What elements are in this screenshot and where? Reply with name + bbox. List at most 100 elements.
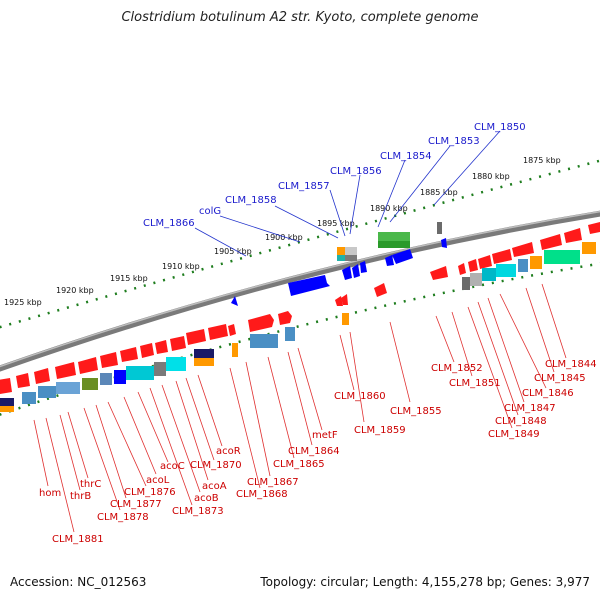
gene-block (56, 382, 80, 394)
gene-block (345, 247, 357, 255)
gene-arrow (140, 343, 154, 358)
gene-label: CLM_1867 (247, 477, 299, 488)
leader-line (339, 334, 355, 391)
gene-arrow (512, 242, 534, 257)
gene-block (378, 241, 410, 248)
gene-arrow (335, 296, 343, 306)
gene-arrow (441, 238, 447, 248)
gene-block (194, 358, 214, 366)
gene-label: acoR (216, 446, 241, 457)
bottom-label-leaders (33, 283, 567, 533)
kbp-label: 1900 kbp (265, 233, 303, 242)
backbone-group (0, 210, 600, 372)
leader-line (477, 301, 519, 416)
inner-tick-track (0, 262, 600, 416)
gene-label: CLM_1846 (522, 388, 574, 399)
gene-block (194, 349, 214, 358)
gene-arrow (248, 314, 274, 332)
gene-arrow (186, 329, 206, 345)
gene-arrow (120, 347, 138, 362)
gene-arrow (228, 324, 236, 336)
gene-block (38, 386, 56, 398)
gene-label: CLM_1859 (354, 425, 406, 436)
gene-arrow (0, 378, 12, 394)
gene-arrow (278, 311, 292, 325)
kbp-label: 1885 kbp (420, 188, 458, 197)
leader-line (389, 321, 411, 403)
gene-arrow (16, 373, 30, 388)
gene-block (518, 259, 528, 272)
leader-line (487, 297, 525, 403)
gene-arrow (478, 255, 492, 269)
gene-arrow (155, 340, 168, 354)
kbp-label: 1905 kbp (214, 247, 252, 256)
kbp-label: 1890 kbp (370, 204, 408, 213)
kbp-label: 1925 kbp (4, 298, 42, 307)
gene-label: colG (199, 206, 221, 217)
gene-arrow (55, 362, 76, 379)
leader-line (185, 377, 215, 461)
gene-arrow (588, 222, 600, 234)
gene-block (154, 362, 166, 376)
top-labels: CLM_1866 colG CLM_1858 CLM_1857 CLM_1856… (143, 122, 526, 229)
gene-arrow (341, 294, 348, 305)
gene-label: CLM_1848 (495, 416, 547, 427)
gene-label: acoB (194, 493, 219, 504)
gene-arrow (208, 324, 228, 340)
leader-line (123, 396, 157, 475)
leader-line (229, 367, 261, 489)
gene-arrow (34, 368, 50, 384)
leader-line (467, 306, 513, 429)
leader-line (95, 404, 127, 499)
leader-line (297, 347, 323, 431)
gene-block (544, 250, 580, 264)
gene-label: CLM_1851 (449, 378, 501, 389)
gene-label: CLM_1852 (431, 363, 483, 374)
leader-line (349, 331, 365, 423)
gene-block (285, 327, 295, 341)
gene-arrow (492, 249, 512, 264)
gene-label: acoC (160, 461, 185, 472)
gene-arrow (392, 249, 413, 264)
gene-arrow (430, 266, 448, 280)
gene-label: CLM_1847 (504, 403, 556, 414)
gene-arrow (385, 255, 394, 266)
leader-line (83, 407, 121, 511)
gene-label: CLM_1844 (545, 359, 597, 370)
leader-line (525, 287, 555, 373)
leader-line (433, 130, 501, 206)
leader-line (451, 311, 473, 377)
gene-label: acoA (202, 481, 227, 492)
gene-block (437, 222, 442, 234)
genome-backbone-highlight (0, 210, 600, 368)
gene-label: acoL (146, 475, 170, 486)
leader-line (107, 401, 147, 487)
gene-arrow (231, 296, 238, 306)
leader-line (245, 361, 271, 477)
kbp-label: 1875 kbp (523, 156, 561, 165)
gene-arrow (288, 275, 330, 296)
gene-label: CLM_1876 (124, 487, 176, 498)
outer-tick-track (0, 159, 600, 329)
leader-line (45, 417, 75, 533)
gene-label: CLM_1865 (273, 459, 325, 470)
gene-block (482, 268, 496, 281)
leader-line (499, 293, 547, 389)
gene-arrow (100, 352, 118, 368)
gene-arrow (564, 228, 582, 243)
outer-genes (231, 222, 447, 306)
accession-text: Accession: NC_012563 (10, 575, 147, 589)
leader-line (175, 380, 209, 481)
gene-block (582, 242, 596, 254)
gene-label: CLM_1855 (390, 406, 442, 417)
leader-line (197, 374, 223, 447)
gene-block (496, 264, 516, 277)
bottom-labels: hom CLM_1881 thrB thrC CLM_1878 CLM_1877… (39, 359, 597, 545)
inner-genes (0, 222, 600, 412)
kbp-label: 1910 kbp (162, 262, 200, 271)
leader-line (149, 387, 193, 506)
gene-block (114, 370, 126, 384)
gene-label: CLM_1845 (534, 373, 586, 384)
gene-label: thrC (80, 479, 101, 490)
